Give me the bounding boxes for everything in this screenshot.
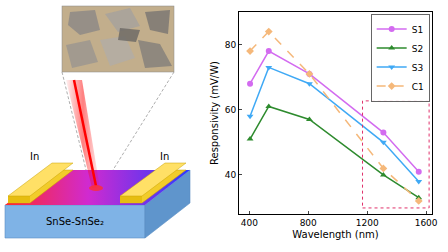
svg-text:S2: S2 xyxy=(412,44,423,54)
svg-text:In: In xyxy=(160,151,169,162)
svg-text:800: 800 xyxy=(300,218,317,228)
svg-text:400: 400 xyxy=(241,218,258,228)
svg-text:Responsivity (mV/W): Responsivity (mV/W) xyxy=(209,61,220,165)
svg-text:S3: S3 xyxy=(412,63,423,73)
svg-text:80: 80 xyxy=(225,40,237,50)
svg-text:1600: 1600 xyxy=(415,218,438,228)
svg-text:SnSe-SnSe₂: SnSe-SnSe₂ xyxy=(46,216,104,227)
svg-text:S1: S1 xyxy=(412,25,423,35)
svg-text:Wavelength (nm): Wavelength (nm) xyxy=(292,229,378,240)
svg-text:C1: C1 xyxy=(412,82,424,92)
svg-text:1200: 1200 xyxy=(356,218,379,228)
svg-text:60: 60 xyxy=(225,105,237,115)
svg-text:In: In xyxy=(30,151,39,162)
svg-text:40: 40 xyxy=(225,170,237,180)
